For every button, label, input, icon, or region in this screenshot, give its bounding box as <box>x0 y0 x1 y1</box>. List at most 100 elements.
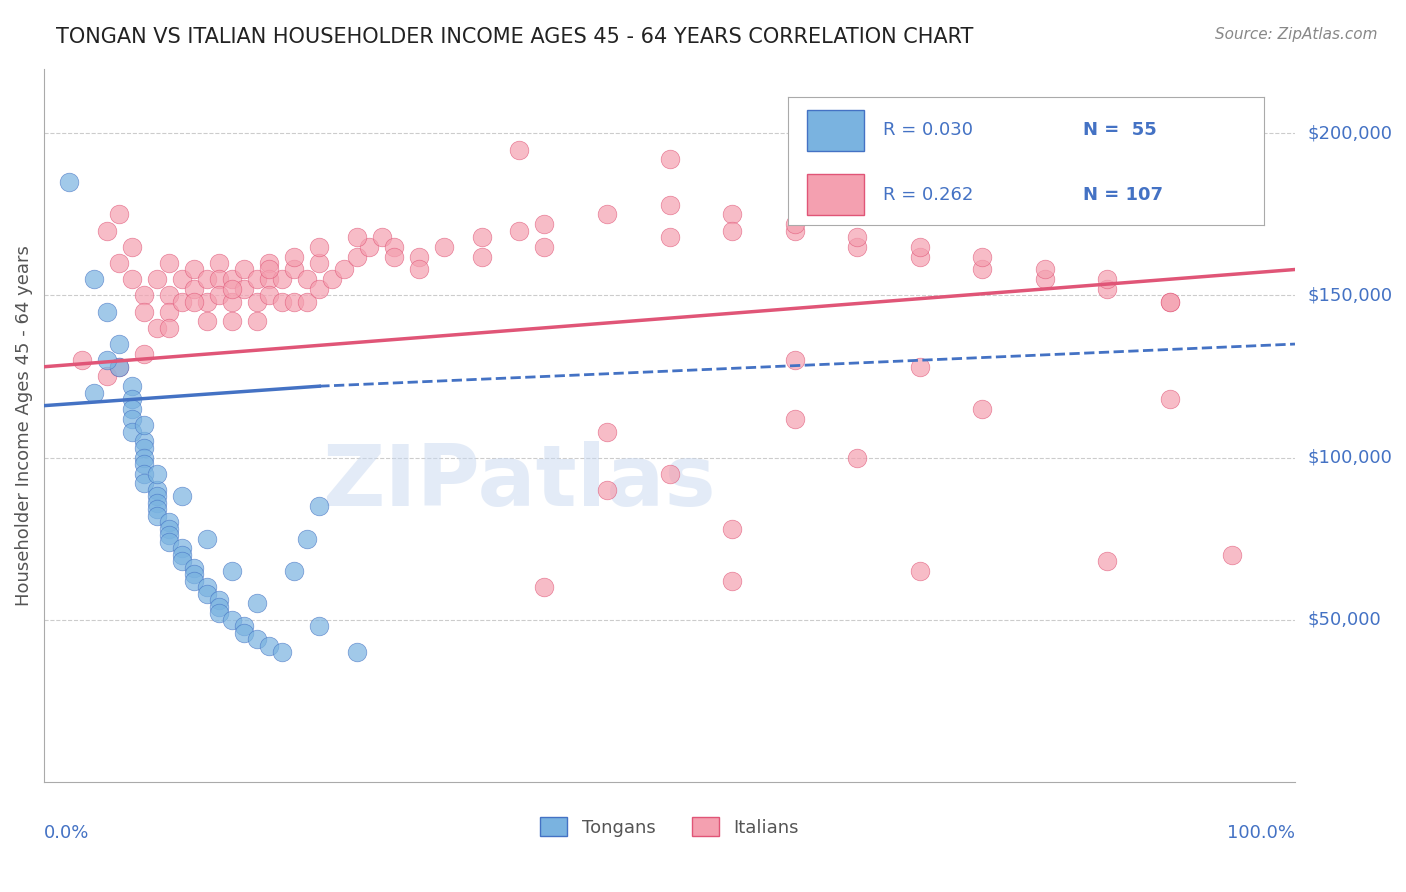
Point <box>295 294 318 309</box>
Point <box>246 272 269 286</box>
Point <box>533 580 555 594</box>
Point <box>208 256 231 270</box>
Point <box>972 262 994 277</box>
Text: $100,000: $100,000 <box>1308 449 1392 467</box>
Point <box>134 418 156 433</box>
Point <box>183 560 205 574</box>
Point <box>221 272 243 286</box>
Point <box>308 256 330 270</box>
Point <box>208 606 231 620</box>
Point <box>508 224 530 238</box>
Point <box>721 207 744 221</box>
Point <box>134 457 156 471</box>
Text: 100.0%: 100.0% <box>1227 824 1295 842</box>
Text: $150,000: $150,000 <box>1308 286 1392 304</box>
Point <box>783 224 806 238</box>
Point <box>533 240 555 254</box>
Point <box>783 353 806 368</box>
Text: Source: ZipAtlas.com: Source: ZipAtlas.com <box>1215 27 1378 42</box>
Point <box>145 483 167 497</box>
Text: 0.0%: 0.0% <box>44 824 90 842</box>
Point <box>195 580 218 594</box>
Point <box>195 294 218 309</box>
Point <box>1159 175 1181 189</box>
Point <box>195 314 218 328</box>
Point <box>208 599 231 614</box>
Point <box>508 143 530 157</box>
Point <box>658 230 681 244</box>
Point <box>259 639 281 653</box>
Point <box>108 256 131 270</box>
Point <box>259 272 281 286</box>
Point <box>183 567 205 582</box>
Point <box>908 564 931 578</box>
Point <box>134 450 156 465</box>
Point <box>371 230 394 244</box>
Point <box>283 262 305 277</box>
Point <box>259 256 281 270</box>
Point <box>783 411 806 425</box>
Point <box>333 262 356 277</box>
Point <box>96 224 118 238</box>
Point <box>145 496 167 510</box>
Point <box>321 272 343 286</box>
Point <box>83 272 105 286</box>
Point <box>121 392 143 406</box>
Point <box>908 250 931 264</box>
Point <box>259 262 281 277</box>
Point <box>208 272 231 286</box>
Point <box>846 450 869 465</box>
Point <box>233 625 256 640</box>
Point <box>295 272 318 286</box>
Point <box>145 508 167 523</box>
Point <box>145 490 167 504</box>
Point <box>908 240 931 254</box>
Point <box>208 593 231 607</box>
Legend: Tongans, Italians: Tongans, Italians <box>533 810 806 844</box>
Point <box>596 483 619 497</box>
Point <box>183 574 205 588</box>
Point <box>270 645 292 659</box>
Point <box>157 321 180 335</box>
Point <box>134 347 156 361</box>
Point <box>108 359 131 374</box>
Point <box>134 441 156 455</box>
Point <box>783 217 806 231</box>
Point <box>221 282 243 296</box>
Point <box>346 645 368 659</box>
Point <box>308 499 330 513</box>
Point <box>145 467 167 481</box>
Point <box>721 522 744 536</box>
Point <box>471 250 494 264</box>
Point <box>233 619 256 633</box>
Point <box>221 294 243 309</box>
Point <box>1222 185 1244 199</box>
Point <box>108 359 131 374</box>
Point <box>259 288 281 302</box>
Point <box>170 541 193 556</box>
Point <box>433 240 456 254</box>
Point <box>533 217 555 231</box>
Point <box>846 159 869 173</box>
Point <box>972 401 994 416</box>
Point <box>308 619 330 633</box>
Point <box>157 256 180 270</box>
Point <box>121 411 143 425</box>
Point <box>157 522 180 536</box>
Point <box>359 240 381 254</box>
Point <box>721 574 744 588</box>
Point <box>183 294 205 309</box>
Point <box>1097 272 1119 286</box>
Point <box>846 230 869 244</box>
Point <box>83 385 105 400</box>
Point <box>170 294 193 309</box>
Point <box>908 359 931 374</box>
Point <box>96 304 118 318</box>
Point <box>170 272 193 286</box>
Point <box>121 240 143 254</box>
Point <box>134 476 156 491</box>
Point <box>58 175 80 189</box>
Point <box>157 288 180 302</box>
Point <box>221 613 243 627</box>
Point <box>658 153 681 167</box>
